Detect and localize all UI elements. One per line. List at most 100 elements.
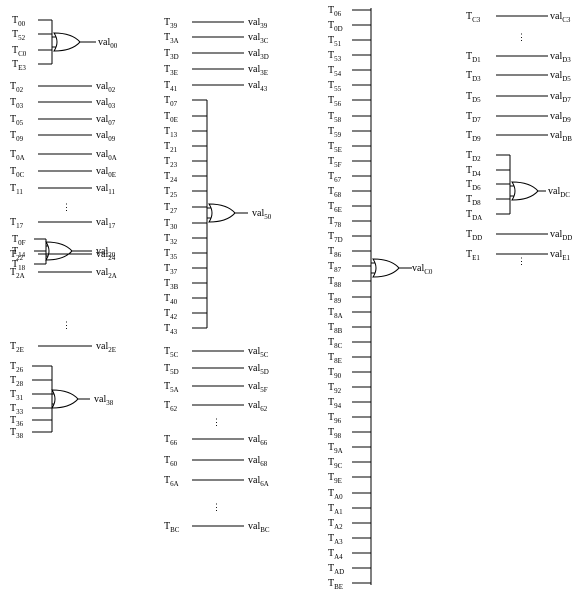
ellipsis: ⋮	[517, 256, 526, 266]
ellipsis: ⋮	[62, 320, 71, 330]
input-label-T58: T58	[328, 111, 342, 124]
output-label-valDC: valDC	[548, 186, 570, 199]
input-label-TDA: TDA	[466, 209, 482, 222]
input-label-T60: T60	[164, 455, 178, 468]
input-label-T7D: T7D	[328, 231, 343, 244]
input-label-T6E: T6E	[328, 201, 342, 214]
input-label-TBE: TBE	[328, 578, 343, 591]
input-label-T28: T28	[10, 375, 24, 388]
input-label-T3D: T3D	[164, 48, 179, 61]
input-label-T27: T27	[164, 202, 178, 215]
input-label-T18: T18	[12, 259, 26, 272]
input-label-T67: T67	[328, 171, 342, 184]
input-label-TDD: TDD	[466, 229, 482, 242]
input-label-T5E: T5E	[328, 141, 342, 154]
input-label-T26: T26	[10, 361, 24, 374]
input-label-T96: T96	[328, 412, 342, 425]
output-label-val39: val39	[248, 17, 268, 30]
input-label-T5F: T5F	[328, 156, 342, 169]
output-label-val43: val43	[248, 80, 268, 93]
input-label-T59: T59	[328, 126, 342, 139]
input-label-T66: T66	[164, 434, 178, 447]
output-label-val62: val62	[248, 400, 268, 413]
input-label-T78: T78	[328, 216, 342, 229]
ellipsis: ⋮	[62, 202, 71, 212]
input-label-TBC: TBC	[164, 521, 180, 534]
input-label-TD4: TD4	[466, 165, 481, 178]
input-label-T07: T07	[164, 95, 178, 108]
or-gate-valC0	[372, 258, 400, 278]
input-label-T39: T39	[164, 17, 178, 30]
output-label-val2A: val2A	[96, 267, 117, 280]
output-label-val3D: val3D	[248, 48, 269, 61]
output-label-valD7: valD7	[550, 91, 571, 104]
input-label-T06: T06	[328, 5, 342, 18]
input-label-T31: T31	[10, 389, 24, 402]
input-label-T24: T24	[164, 171, 178, 184]
output-label-val5C: val5C	[248, 346, 269, 359]
output-label-valDD: valDD	[550, 229, 572, 242]
output-label-val38: val38	[94, 394, 114, 407]
input-label-T2E: T2E	[10, 341, 24, 354]
input-label-T3A: T3A	[164, 32, 179, 45]
input-label-T94: T94	[328, 397, 342, 410]
input-label-T56: T56	[328, 95, 342, 108]
or-gate-val50	[208, 203, 236, 223]
input-label-T05: T05	[10, 114, 24, 127]
input-label-TC0: TC0	[12, 45, 27, 58]
input-label-T54: T54	[328, 65, 342, 78]
or-gate-val20	[45, 241, 73, 261]
output-label-valD5: valD5	[550, 70, 571, 83]
input-label-T68: T68	[328, 186, 342, 199]
input-label-TA3: TA3	[328, 533, 343, 546]
input-label-T89: T89	[328, 292, 342, 305]
output-label-val50: val50	[252, 208, 272, 221]
output-label-valE1: valE1	[550, 249, 570, 262]
input-label-T43: T43	[164, 323, 178, 336]
input-label-T88: T88	[328, 276, 342, 289]
input-label-TD6: TD6	[466, 179, 481, 192]
input-label-T17: T17	[10, 217, 24, 230]
input-label-TD9: TD9	[466, 130, 481, 143]
input-label-T14: T14	[12, 246, 26, 259]
input-label-T09: T09	[10, 130, 24, 143]
input-label-T9E: T9E	[328, 472, 342, 485]
output-label-valBC: valBC	[248, 521, 270, 534]
input-label-TC3: TC3	[466, 11, 481, 24]
output-label-val0E: val0E	[96, 166, 116, 179]
input-label-T62: T62	[164, 400, 178, 413]
input-label-TA1: TA1	[328, 503, 343, 516]
input-label-T87: T87	[328, 261, 342, 274]
input-label-T90: T90	[328, 367, 342, 380]
input-label-T00: T00	[12, 15, 26, 28]
input-label-T55: T55	[328, 80, 342, 93]
input-label-TA2: TA2	[328, 518, 343, 531]
input-label-T21: T21	[164, 141, 178, 154]
output-label-valDB: valDB	[550, 130, 572, 143]
input-label-T25: T25	[164, 186, 178, 199]
input-label-TD8: TD8	[466, 194, 481, 207]
input-label-T38: T38	[10, 427, 24, 440]
input-label-T51: T51	[328, 35, 342, 48]
input-label-T11: T11	[10, 183, 23, 196]
input-label-T42: T42	[164, 308, 178, 321]
output-label-val68: val68	[248, 455, 268, 468]
output-label-val3C: val3C	[248, 32, 269, 45]
ellipsis: ⋮	[212, 417, 221, 427]
output-label-val3E: val3E	[248, 64, 268, 77]
input-label-T3E: T3E	[164, 64, 178, 77]
input-label-T0A: T0A	[10, 149, 25, 162]
input-label-T5A: T5A	[164, 381, 179, 394]
input-label-T33: T33	[10, 403, 24, 416]
input-label-TA4: TA4	[328, 548, 343, 561]
input-label-T37: T37	[164, 263, 178, 276]
input-label-T53: T53	[328, 50, 342, 63]
ellipsis: ⋮	[212, 502, 221, 512]
input-label-T9A: T9A	[328, 442, 343, 455]
input-label-T22: T22	[10, 249, 24, 262]
input-label-T5C: T5C	[164, 346, 179, 359]
output-label-val66: val66	[248, 434, 268, 447]
input-label-T86: T86	[328, 246, 342, 259]
input-label-TD3: TD3	[466, 70, 481, 83]
